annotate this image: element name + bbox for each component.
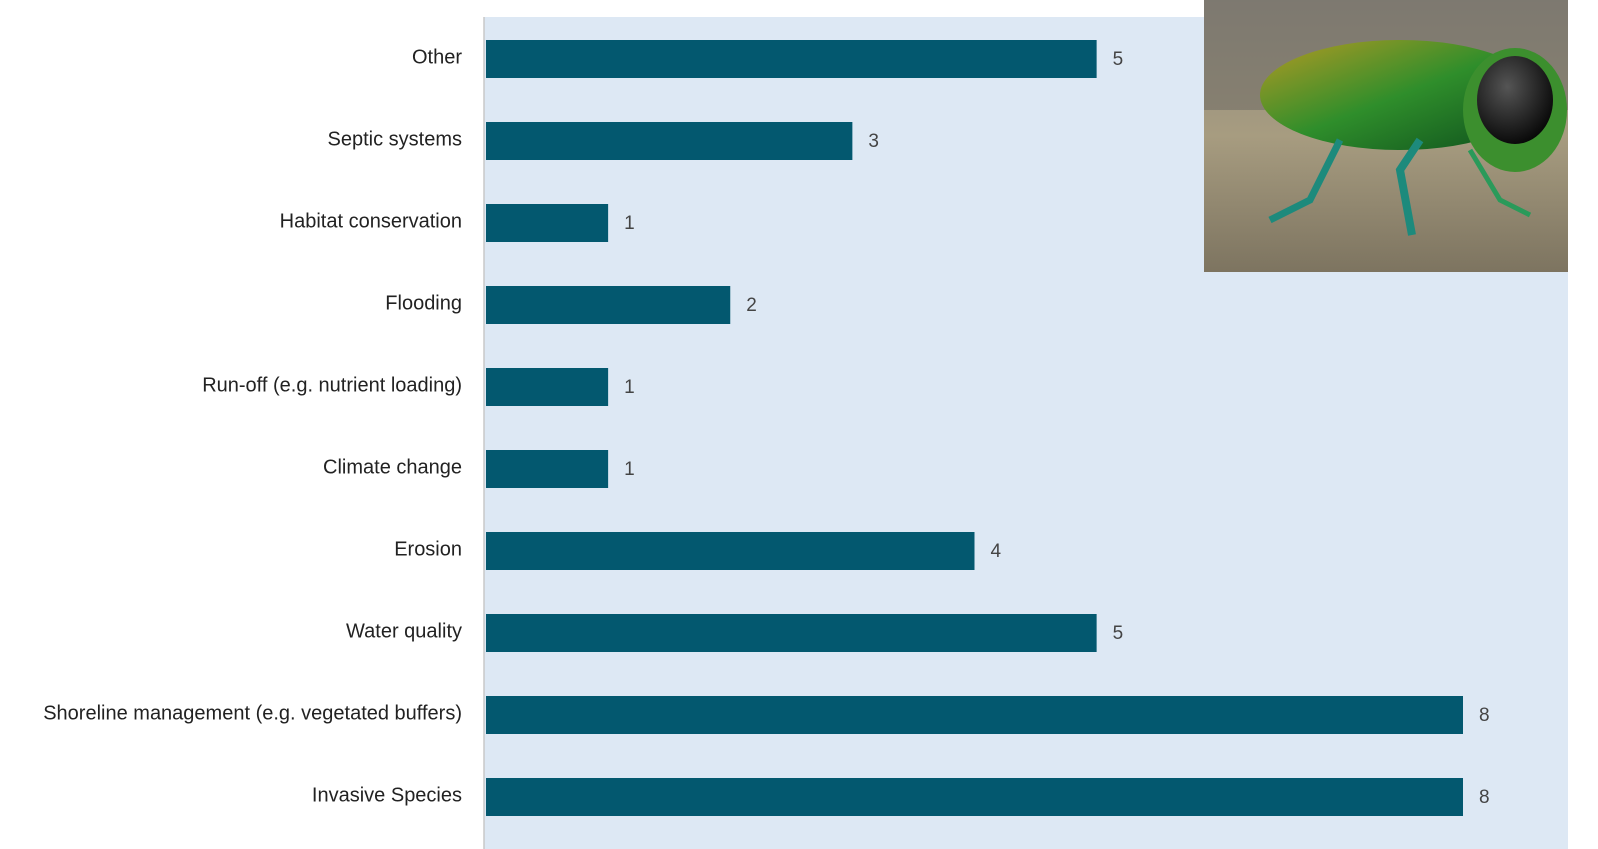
category-label: Habitat conservation (280, 210, 462, 232)
value-label: 8 (1479, 787, 1490, 808)
value-label: 8 (1479, 705, 1490, 726)
category-label: Water quality (346, 620, 462, 642)
beetle-leg (1395, 137, 1424, 236)
category-label: Other (412, 46, 462, 68)
bar (486, 614, 1097, 652)
bar (486, 286, 731, 324)
value-label: 4 (991, 541, 1002, 562)
beetle-antenna (1467, 148, 1532, 218)
value-label: 2 (746, 295, 757, 316)
bar (486, 532, 975, 570)
bar (486, 450, 609, 488)
beetle-leg (1268, 138, 1344, 224)
value-label: 1 (624, 213, 635, 234)
bar (486, 778, 1463, 816)
beetle-eye (1477, 56, 1553, 144)
bars: Other 5 Septic systems 3 Habitat conservatio… (43, 40, 1490, 816)
category-label: Invasive Species (312, 784, 462, 806)
bar (486, 204, 609, 242)
category-label: Shoreline management (e.g. vegetated buf… (43, 702, 462, 724)
category-label: Run-off (e.g. nutrient loading) (202, 374, 462, 396)
value-label: 3 (868, 131, 879, 152)
value-label: 5 (1113, 623, 1124, 644)
bar (486, 368, 609, 406)
beetle-photo (1204, 0, 1568, 272)
category-label: Erosion (394, 538, 462, 560)
category-label: Septic systems (328, 128, 462, 150)
bar (486, 696, 1463, 734)
value-label: 1 (624, 377, 635, 398)
bar (486, 122, 853, 160)
value-label: 5 (1113, 49, 1124, 70)
category-label: Flooding (385, 292, 462, 314)
category-label: Climate change (323, 456, 462, 478)
value-label: 1 (624, 459, 635, 480)
bar (486, 40, 1097, 78)
